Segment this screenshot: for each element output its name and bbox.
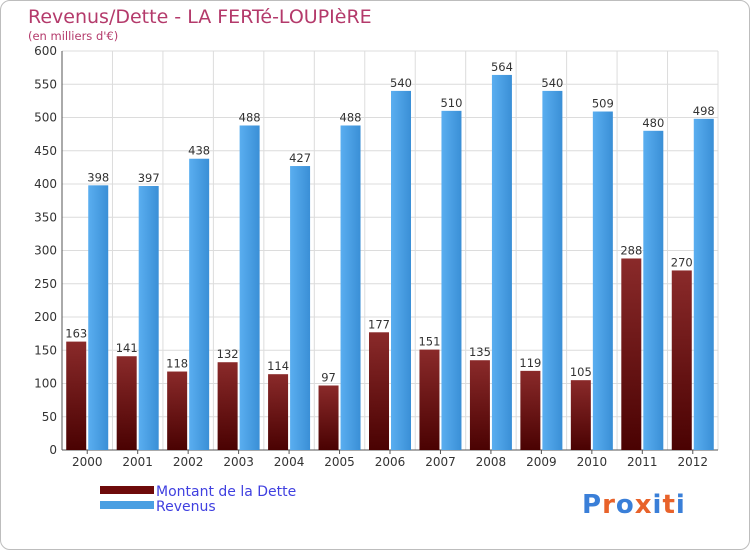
bar-dette: [621, 258, 642, 450]
bar-dette: [671, 270, 692, 450]
x-tick-label: 2001: [122, 455, 153, 469]
x-tick-label: 2005: [324, 455, 355, 469]
data-label-dette: 135: [469, 345, 491, 359]
proxiti-logo: Proxiti: [582, 490, 686, 520]
data-label-dette: 114: [267, 359, 289, 373]
data-label-dette: 141: [116, 341, 138, 355]
bar-dette: [167, 371, 188, 450]
bar-revenus: [693, 118, 714, 450]
bar-dette: [318, 385, 339, 450]
x-tick-label: 2011: [627, 455, 658, 469]
x-tick-label: 2009: [526, 455, 557, 469]
y-tick-label: 150: [34, 343, 57, 357]
bar-dette: [66, 341, 87, 450]
data-label-revenus: 540: [390, 76, 412, 90]
logo-letter: t: [662, 490, 676, 520]
data-label-revenus: 480: [642, 116, 664, 130]
bar-dette: [570, 380, 591, 450]
data-label-dette: 97: [321, 370, 336, 384]
data-label-revenus: 398: [87, 170, 109, 184]
x-tick-label: 2004: [274, 455, 305, 469]
x-tick-label: 2006: [375, 455, 406, 469]
bar-dette: [116, 356, 137, 450]
logo-letter: r: [602, 490, 616, 520]
data-label-revenus: 488: [340, 110, 362, 124]
bars: [66, 74, 714, 451]
bar-dette: [268, 374, 289, 450]
bar-revenus: [88, 185, 109, 450]
data-label-dette: 270: [671, 255, 693, 269]
y-tick-label: 250: [34, 277, 57, 291]
bar-revenus: [441, 110, 462, 450]
y-tick-label: 0: [49, 443, 57, 457]
axes: 0 50 100 150 200 250 300 350 400 450 500 550 600 2000…: [34, 44, 718, 469]
y-tick-label: 600: [34, 44, 57, 58]
bar-revenus: [643, 130, 664, 451]
data-label-dette: 105: [570, 365, 592, 379]
data-label-revenus: 427: [289, 151, 311, 165]
data-label-revenus: 510: [440, 96, 462, 110]
bar-dette: [419, 349, 440, 450]
y-tick-label: 400: [34, 177, 57, 191]
data-label-dette: 177: [368, 317, 390, 331]
bar-revenus: [239, 125, 260, 450]
x-tick-label: 2007: [425, 455, 456, 469]
data-label-dette: 151: [418, 335, 440, 349]
bar-revenus: [491, 74, 512, 450]
data-label-dette: 163: [65, 327, 87, 341]
bar-dette: [217, 362, 238, 450]
bar-dette: [520, 370, 541, 450]
bar-revenus: [189, 158, 210, 451]
bar-revenus: [138, 185, 159, 450]
data-label-revenus: 397: [138, 171, 160, 185]
x-tick-label: 2002: [173, 455, 204, 469]
y-tick-label: 450: [34, 144, 57, 158]
chart-title: Revenus/Dette - LA FERTé-LOUPIèRE: [28, 6, 372, 28]
legend-swatch-revenus: [100, 501, 154, 509]
bar-revenus: [391, 90, 411, 451]
y-tick-label: 550: [34, 77, 57, 91]
y-tick-label: 350: [34, 210, 57, 224]
x-tick-label: 2010: [577, 455, 608, 469]
bar-revenus: [340, 125, 361, 450]
data-label-revenus: 564: [491, 60, 513, 74]
legend-swatch-dette: [100, 486, 154, 494]
x-tick-label: 2008: [476, 455, 507, 469]
bar-revenus: [542, 90, 563, 451]
logo-letter: i: [652, 490, 663, 520]
y-tick-label: 100: [34, 377, 57, 391]
y-tick-label: 500: [34, 111, 57, 125]
y-tick-label: 200: [34, 310, 57, 324]
x-tick-label: 2003: [223, 455, 254, 469]
data-label-dette: 132: [217, 347, 239, 361]
legend-label-revenus: Revenus: [156, 499, 216, 515]
logo-letter: o: [615, 490, 635, 520]
bar-dette: [369, 332, 389, 450]
logo-letter: i: [675, 490, 686, 520]
data-label-revenus: 540: [541, 76, 563, 90]
y-tick-label: 300: [34, 244, 57, 258]
y-tick-label: 50: [42, 410, 57, 424]
data-label-dette: 288: [620, 243, 642, 257]
data-labels: 163 398 141 397 118 438 132 488 114 427 97 488 177 54…: [65, 60, 714, 385]
x-tick-label: 2000: [72, 455, 103, 469]
bar-revenus: [592, 111, 613, 450]
data-label-revenus: 509: [592, 97, 614, 111]
data-label-revenus: 498: [693, 104, 715, 118]
data-label-revenus: 488: [239, 110, 261, 124]
logo-letter: x: [634, 490, 653, 520]
data-label-revenus: 438: [188, 144, 210, 158]
chart-subtitle: (en milliers d'€): [28, 29, 119, 43]
data-label-dette: 118: [166, 357, 188, 371]
bar-revenus: [290, 166, 311, 451]
bar-dette: [469, 360, 490, 450]
logo-letter: P: [582, 490, 603, 520]
x-tick-label: 2012: [677, 455, 708, 469]
legend-label-dette: Montant de la Dette: [156, 484, 297, 500]
data-label-dette: 119: [519, 356, 541, 370]
